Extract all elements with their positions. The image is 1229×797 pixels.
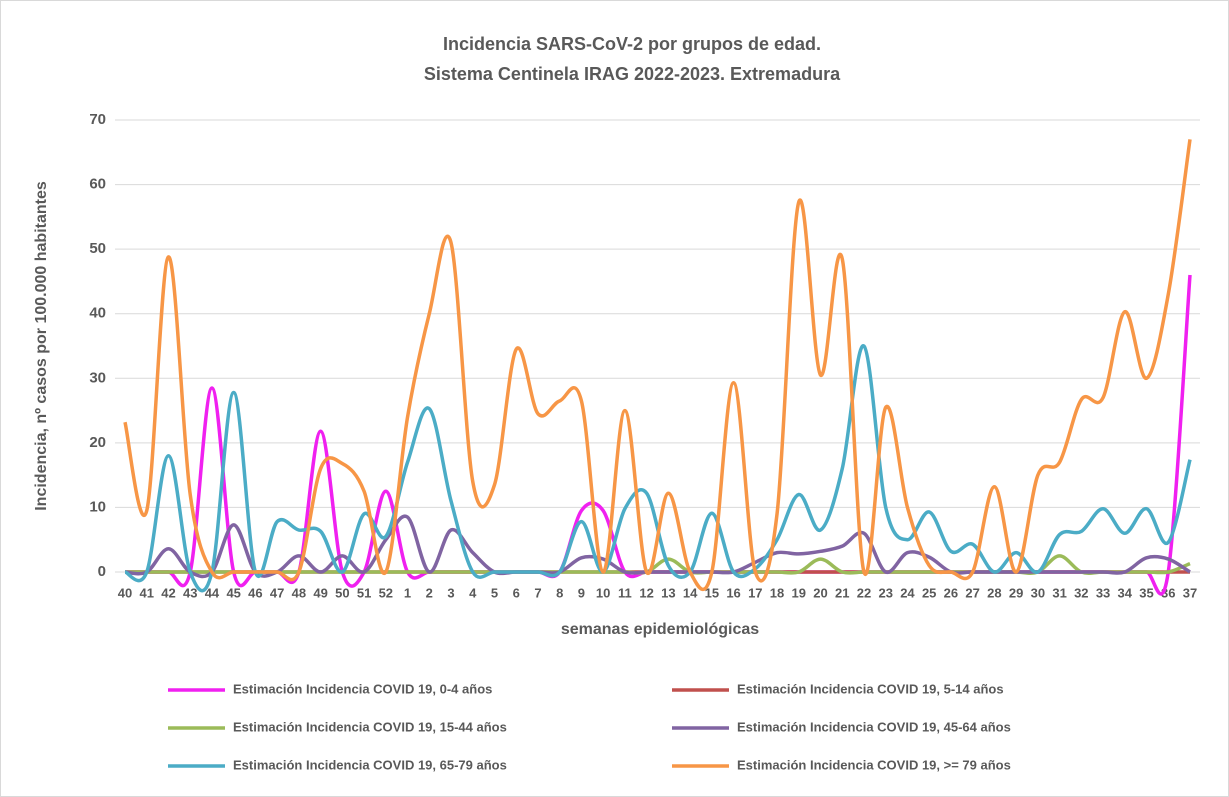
x-tick-label: 42 — [161, 585, 175, 600]
x-tick-label: 48 — [292, 585, 306, 600]
x-tick-label: 17 — [748, 585, 762, 600]
x-tick-label: 3 — [447, 585, 454, 600]
x-tick-label: 7 — [534, 585, 541, 600]
x-tick-label: 50 — [335, 585, 349, 600]
x-tick-label: 28 — [987, 585, 1001, 600]
legend-label: Estimación Incidencia COVID 19, 0-4 años — [233, 681, 492, 696]
y-axis-label: Incidencia, nº casos por 100.000 habitan… — [33, 181, 50, 511]
chart-subtitle: Sistema Centinela IRAG 2022-2023. Extrem… — [424, 64, 841, 84]
x-tick-label: 4 — [469, 585, 477, 600]
x-tick-label: 11 — [618, 585, 632, 600]
x-tick-label: 29 — [1009, 585, 1023, 600]
x-tick-label: 20 — [813, 585, 827, 600]
legend-label: Estimación Incidencia COVID 19, >= 79 añ… — [737, 757, 1011, 772]
x-tick-label: 52 — [379, 585, 393, 600]
legend-label: Estimación Incidencia COVID 19, 65-79 añ… — [233, 757, 507, 772]
y-tick-label: 50 — [89, 240, 106, 257]
x-tick-label: 47 — [270, 585, 284, 600]
x-tick-label: 34 — [1118, 585, 1133, 600]
x-tick-label: 6 — [513, 585, 520, 600]
x-tick-label: 25 — [922, 585, 936, 600]
x-tick-label: 18 — [770, 585, 784, 600]
x-tick-label: 24 — [900, 585, 915, 600]
x-tick-label: 49 — [313, 585, 327, 600]
x-tick-label: 12 — [639, 585, 653, 600]
y-tick-label: 10 — [89, 498, 106, 515]
x-tick-label: 1 — [404, 585, 411, 600]
x-tick-label: 41 — [140, 585, 154, 600]
y-tick-label: 20 — [89, 434, 106, 451]
y-tick-label: 30 — [89, 369, 106, 386]
y-tick-label: 0 — [98, 563, 106, 580]
legend-label: Estimación Incidencia COVID 19, 15-44 añ… — [233, 719, 507, 734]
x-tick-label: 15 — [705, 585, 719, 600]
x-tick-label: 45 — [226, 585, 240, 600]
chart-title: Incidencia SARS-CoV-2 por grupos de edad… — [443, 34, 821, 54]
x-tick-label: 21 — [835, 585, 849, 600]
x-tick-label: 2 — [426, 585, 433, 600]
x-tick-label: 14 — [683, 585, 698, 600]
x-axis-label: semanas epidemiológicas — [561, 621, 759, 638]
x-tick-label: 10 — [596, 585, 610, 600]
legend-label: Estimación Incidencia COVID 19, 45-64 añ… — [737, 719, 1011, 734]
x-tick-label: 35 — [1139, 585, 1153, 600]
series-line — [123, 139, 1192, 592]
x-tick-label: 51 — [357, 585, 371, 600]
x-tick-label: 44 — [205, 585, 220, 600]
series-line — [124, 344, 1192, 593]
x-tick-label: 31 — [1052, 585, 1066, 600]
x-tick-label: 37 — [1183, 585, 1197, 600]
x-tick-label: 5 — [491, 585, 498, 600]
x-tick-label: 16 — [726, 585, 740, 600]
x-tick-label: 19 — [792, 585, 806, 600]
x-tick-label: 32 — [1074, 585, 1088, 600]
x-tick-label: 26 — [944, 585, 958, 600]
x-tick-label: 22 — [857, 585, 871, 600]
x-tick-label: 8 — [556, 585, 563, 600]
x-tick-label: 23 — [878, 585, 892, 600]
y-tick-label: 40 — [89, 305, 106, 322]
x-tick-label: 13 — [661, 585, 675, 600]
x-tick-label: 43 — [183, 585, 197, 600]
x-tick-label: 33 — [1096, 585, 1110, 600]
legend-label: Estimación Incidencia COVID 19, 5-14 año… — [737, 681, 1004, 696]
x-tick-label: 40 — [118, 585, 132, 600]
y-tick-label: 60 — [89, 176, 106, 193]
y-tick-label: 70 — [89, 111, 106, 128]
x-tick-label: 27 — [965, 585, 979, 600]
x-tick-label: 9 — [578, 585, 585, 600]
x-tick-label: 46 — [248, 585, 262, 600]
x-tick-label: 30 — [1031, 585, 1045, 600]
